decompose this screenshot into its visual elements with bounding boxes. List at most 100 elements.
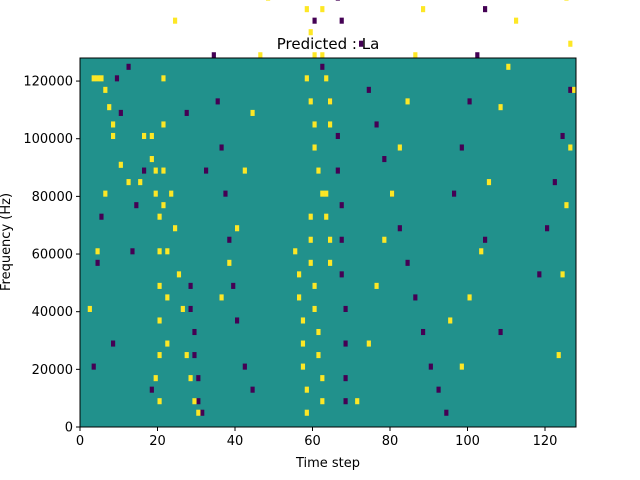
heatmap-cell-high: [111, 121, 116, 128]
heatmap-cell-low: [560, 132, 565, 140]
heatmap-cell-high: [266, 0, 271, 1]
heatmap-cell-high: [99, 75, 104, 82]
heatmap-cells: [87, 0, 577, 416]
heatmap-cell-high: [118, 161, 123, 168]
heatmap-cell-low: [343, 340, 348, 347]
heatmap-cell-high: [87, 305, 92, 312]
heatmap-cell-high: [328, 121, 333, 128]
heatmap-cell-high: [568, 40, 573, 47]
x-tick-label: 60: [304, 434, 321, 449]
heatmap-cell-high: [161, 121, 166, 128]
heatmap-cell-high: [459, 363, 464, 370]
heatmap-cell-low: [459, 144, 464, 151]
heatmap-cell-high: [169, 190, 174, 197]
heatmap-cell-high: [304, 75, 309, 82]
heatmap-cell-low: [188, 305, 193, 312]
heatmap-cell-high: [397, 144, 402, 151]
heatmap-cell-low: [343, 375, 348, 382]
heatmap-cell-low: [452, 190, 457, 197]
heatmap-cell-high: [157, 317, 162, 324]
heatmap-cell-low: [235, 317, 240, 324]
heatmap-cell-high: [506, 63, 511, 70]
heatmap-cell-low: [184, 109, 189, 116]
heatmap-cell-high: [149, 132, 154, 140]
heatmap-cell-high: [312, 144, 317, 151]
heatmap-cell-low: [95, 259, 100, 266]
heatmap-cell-high: [366, 340, 371, 347]
heatmap-cell-high: [316, 167, 321, 174]
heatmap-cell-high: [300, 340, 306, 347]
heatmap-cell-high: [421, 6, 426, 13]
y-tick-label: 40000: [32, 305, 73, 320]
x-axis-label: Time step: [295, 456, 360, 471]
heatmap-cell-high: [111, 132, 116, 140]
heatmap-cell-high: [304, 409, 309, 416]
heatmap-cell-high: [297, 271, 302, 278]
heatmap-cell-low: [250, 386, 255, 393]
heatmap-cell-low: [134, 202, 139, 209]
heatmap-cell-high: [572, 86, 577, 93]
heatmap-cell-high: [355, 398, 360, 405]
heatmap-cell-high: [324, 190, 329, 197]
heatmap-cell-high: [382, 236, 387, 243]
heatmap-cell-low: [99, 213, 104, 220]
heatmap-cell-high: [390, 190, 395, 197]
heatmap-cell-high: [161, 167, 166, 174]
heatmap-cell-low: [343, 398, 348, 405]
heatmap-cell-low: [227, 236, 232, 243]
heatmap-cell-high: [95, 75, 100, 82]
heatmap-cell-high: [192, 398, 197, 405]
heatmap-cell-low: [192, 328, 197, 336]
heatmap-cell-low: [552, 179, 557, 186]
heatmap-cell-high: [157, 213, 162, 220]
heatmap-cell-low: [335, 0, 340, 1]
heatmap-cell-low: [413, 294, 418, 301]
y-tick-label: 100000: [23, 132, 73, 147]
heatmap-cell-high: [157, 282, 162, 289]
heatmap-cell-low: [343, 305, 348, 312]
heatmap-cell-low: [359, 40, 364, 47]
heatmap-cell-high: [242, 167, 247, 174]
heatmap-cell-high: [564, 202, 569, 209]
heatmap-cell-high: [405, 98, 410, 105]
heatmap-cell-low: [196, 398, 201, 405]
heatmap-cell-low: [339, 17, 344, 24]
heatmap-cell-high: [103, 190, 108, 197]
heatmap-cell-low: [335, 167, 340, 174]
heatmap-cell-high: [153, 375, 158, 382]
heatmap-cell-high: [157, 248, 162, 255]
y-tick-label: 60000: [32, 248, 73, 263]
heatmap-cell-high: [308, 236, 313, 243]
heatmap-cell-high: [188, 375, 193, 382]
heatmap-cell-high: [161, 202, 166, 209]
heatmap-cell-high: [328, 236, 333, 243]
heatmap-cell-low: [498, 328, 503, 336]
heatmap-cell-low: [114, 75, 120, 82]
heatmap-cell-high: [196, 409, 201, 416]
heatmap-cell-high: [95, 248, 100, 255]
heatmap-cell-low: [126, 63, 131, 70]
heatmap-cell-high: [176, 271, 182, 278]
y-tick-label: 80000: [32, 190, 73, 205]
heatmap-cell-low: [405, 259, 410, 266]
chart-title: Predicted : La: [277, 35, 380, 53]
heatmap-cell-low: [483, 6, 488, 13]
heatmap-cell-high: [165, 294, 170, 301]
heatmap-cell-low: [142, 167, 147, 174]
heatmap-cell-low: [118, 109, 123, 116]
heatmap-cell-low: [428, 363, 433, 370]
x-axis: 0 20 40 60 80 100 120: [76, 427, 557, 449]
heatmap-cell-high: [320, 6, 325, 13]
heatmap-cell-low: [421, 328, 426, 336]
heatmap-cell-high: [479, 248, 484, 255]
heatmap-cell-low: [111, 340, 116, 347]
heatmap-cell-high: [320, 375, 325, 382]
heatmap-cell-low: [231, 282, 236, 289]
x-tick-label: 80: [382, 434, 399, 449]
plot-area: [79, 0, 577, 428]
heatmap-cell-high: [149, 156, 154, 163]
heatmap-cell-low: [436, 386, 441, 393]
heatmap-cell-high: [556, 352, 561, 359]
heatmap-cell-high: [467, 294, 472, 301]
heatmap-cell-low: [188, 282, 193, 289]
